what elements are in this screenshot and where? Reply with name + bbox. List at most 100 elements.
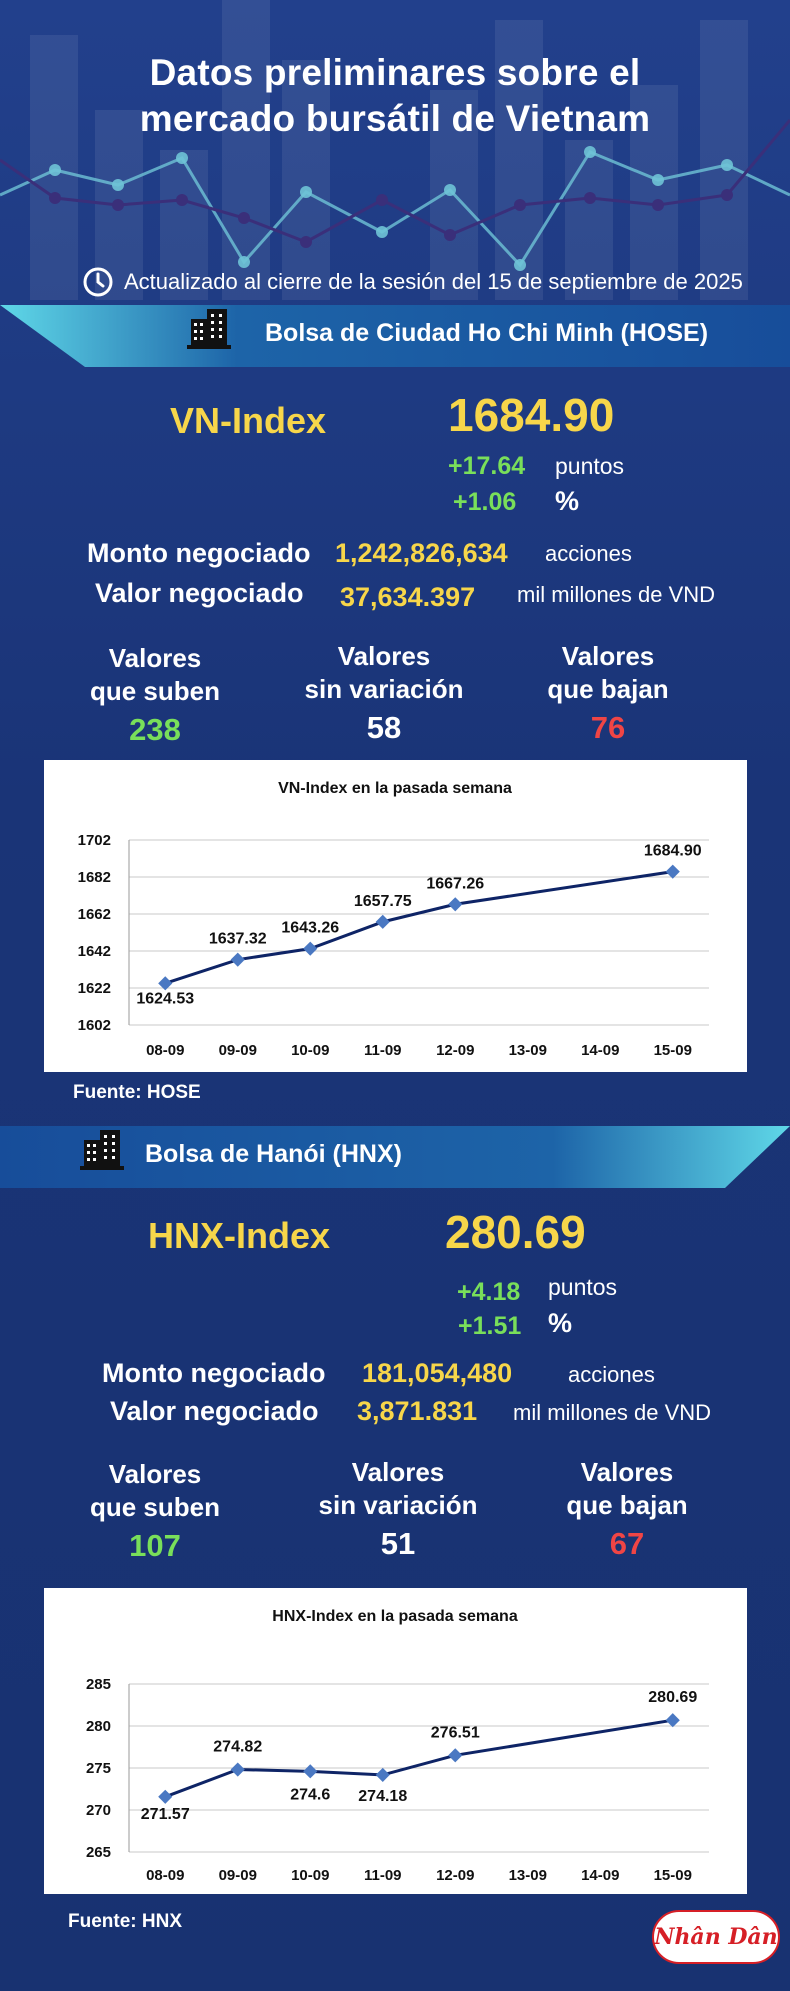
data-label: 1667.26 bbox=[426, 875, 484, 892]
chart-title: HNX-Index en la pasada semana bbox=[272, 1608, 518, 1625]
data-point bbox=[303, 941, 318, 956]
hose-banner: Bolsa de Ciudad Ho Chi Minh (HOSE) bbox=[0, 305, 790, 367]
hnx-source: Fuente: HNX bbox=[68, 1911, 182, 1932]
hose-index-name: VN-Index bbox=[170, 400, 327, 441]
data-label: 1643.26 bbox=[281, 920, 339, 937]
hose-down-label-1: Valores bbox=[561, 641, 655, 671]
data-label: 1624.53 bbox=[136, 990, 194, 1007]
data-label: 274.82 bbox=[213, 1739, 262, 1756]
hose-flat-count: 58 bbox=[366, 710, 402, 745]
data-label: 276.51 bbox=[431, 1724, 480, 1741]
hero-header bbox=[0, 0, 790, 300]
x-tick-label: 15-09 bbox=[654, 1042, 692, 1059]
data-point bbox=[230, 1762, 245, 1777]
x-tick-label: 10-09 bbox=[291, 1042, 329, 1059]
hose-up-label-1: Valores bbox=[108, 643, 202, 673]
y-tick-label: 1662 bbox=[78, 906, 111, 923]
hose-value-unit: mil millones de VND bbox=[517, 582, 716, 607]
y-tick-label: 1642 bbox=[78, 943, 111, 960]
hose-flat-label-2: sin variación bbox=[304, 674, 464, 704]
x-tick-label: 09-09 bbox=[219, 1042, 257, 1059]
data-point bbox=[303, 1764, 318, 1779]
hnx-flat-label-1: Valores bbox=[351, 1457, 445, 1487]
x-tick-label: 12-09 bbox=[436, 1867, 474, 1884]
hose-chart: VN-Index en la pasada semana 1602 1622 1642… bbox=[44, 760, 747, 1072]
y-tick-label: 270 bbox=[86, 1802, 111, 1819]
hnx-chart: HNX-Index en la pasada semana 265 270 275 28… bbox=[44, 1588, 747, 1894]
x-tick-label: 10-09 bbox=[291, 1867, 329, 1884]
data-point bbox=[665, 1713, 680, 1728]
hose-volume-unit: acciones bbox=[545, 541, 632, 566]
clock-icon bbox=[83, 267, 113, 297]
y-tick-label: 280 bbox=[86, 1718, 111, 1735]
data-label: 1657.75 bbox=[354, 893, 412, 910]
hose-up-label-2: que suben bbox=[89, 676, 220, 706]
hnx-volume-unit: acciones bbox=[568, 1362, 655, 1387]
hnx-points-unit: puntos bbox=[548, 1274, 618, 1300]
chart-title: VN-Index en la pasada semana bbox=[278, 780, 512, 797]
data-point bbox=[375, 914, 390, 929]
data-label: 271.57 bbox=[141, 1806, 190, 1823]
data-label: 1637.32 bbox=[209, 931, 267, 948]
y-tick-label: 1602 bbox=[78, 1017, 111, 1034]
hnx-up-label-2: que suben bbox=[89, 1492, 220, 1522]
hnx-value-unit: mil millones de VND bbox=[513, 1400, 712, 1425]
hnx-volume-value: 181,054,480 bbox=[362, 1358, 513, 1388]
hnx-down-label-2: que bajan bbox=[566, 1490, 688, 1520]
x-tick-label: 14-09 bbox=[581, 1867, 619, 1884]
hose-volume-label: Monto negociado bbox=[87, 538, 311, 568]
series-line bbox=[164, 870, 673, 985]
y-tick-label: 1702 bbox=[78, 832, 111, 849]
hnx-flat-count: 51 bbox=[380, 1526, 416, 1561]
hose-up-count: 238 bbox=[129, 712, 181, 747]
hnx-index-name: HNX-Index bbox=[148, 1215, 331, 1256]
data-point bbox=[448, 897, 463, 912]
hnx-value-label: Valor negociado bbox=[110, 1396, 319, 1426]
hose-down-count: 76 bbox=[590, 710, 626, 745]
hnx-stat-down: Valores que bajan 67 bbox=[517, 1456, 737, 1562]
hose-value-value: 37,634.397 bbox=[340, 582, 476, 612]
hnx-percent-unit: % bbox=[548, 1308, 573, 1338]
hose-flat-label-1: Valores bbox=[337, 641, 431, 671]
hose-percent-unit: % bbox=[555, 486, 580, 516]
hose-down-label-2: que bajan bbox=[547, 674, 669, 704]
hnx-stat-up: Valores que suben 107 bbox=[45, 1458, 265, 1564]
hnx-stat-flat: Valores sin variación 51 bbox=[288, 1456, 508, 1562]
page-title: Datos preliminares sobre el mercado burs… bbox=[0, 50, 790, 142]
building-icon bbox=[187, 309, 231, 349]
hose-stat-flat: Valores sin variación 58 bbox=[274, 640, 494, 746]
x-tick-label: 08-09 bbox=[146, 1042, 184, 1059]
data-point bbox=[448, 1748, 463, 1763]
x-tick-label: 09-09 bbox=[219, 1867, 257, 1884]
x-tick-label: 08-09 bbox=[146, 1867, 184, 1884]
hnx-change-points: +4.18 bbox=[457, 1278, 521, 1306]
hose-index-value: 1684.90 bbox=[448, 389, 615, 441]
hnx-flat-label-2: sin variación bbox=[318, 1490, 478, 1520]
data-label: 274.18 bbox=[358, 1788, 407, 1805]
hnx-banner-label: Bolsa de Hanói (HNX) bbox=[145, 1140, 402, 1168]
data-label: 274.6 bbox=[290, 1786, 330, 1803]
y-tick-label: 265 bbox=[86, 1844, 111, 1861]
hose-source: Fuente: HOSE bbox=[73, 1082, 201, 1103]
hose-value-label: Valor negociado bbox=[95, 578, 304, 608]
data-point bbox=[665, 864, 680, 879]
hnx-index-value: 280.69 bbox=[445, 1206, 586, 1258]
update-text: Actualizado al cierre de la sesión del 1… bbox=[124, 269, 743, 294]
hose-change-percent: +1.06 bbox=[453, 488, 517, 516]
data-point bbox=[375, 1767, 390, 1782]
hnx-down-label-1: Valores bbox=[580, 1457, 674, 1487]
x-tick-label: 15-09 bbox=[654, 1867, 692, 1884]
hose-banner-label: Bolsa de Ciudad Ho Chi Minh (HOSE) bbox=[265, 319, 709, 347]
update-note: Actualizado al cierre de la sesión del 1… bbox=[82, 266, 743, 298]
y-tick-label: 1622 bbox=[78, 980, 111, 997]
x-tick-label: 13-09 bbox=[509, 1042, 547, 1059]
data-label: 1684.90 bbox=[644, 843, 702, 860]
data-point bbox=[230, 952, 245, 967]
hero-decoration bbox=[0, 0, 790, 300]
page-title-line-1: Datos preliminares sobre el bbox=[149, 52, 641, 93]
x-tick-label: 12-09 bbox=[436, 1042, 474, 1059]
x-tick-label: 14-09 bbox=[581, 1042, 619, 1059]
hose-stat-up: Valores que suben 238 bbox=[45, 642, 265, 748]
y-tick-label: 285 bbox=[86, 1676, 111, 1693]
hnx-up-count: 107 bbox=[129, 1528, 181, 1563]
